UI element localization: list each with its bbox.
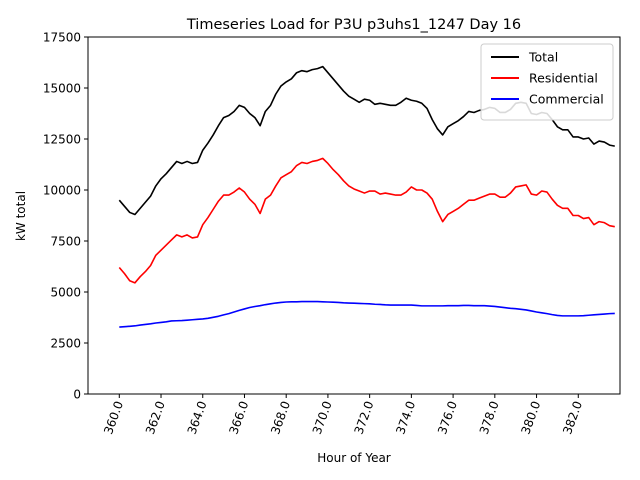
series-line-residential <box>118 157 615 284</box>
y-tick-label: 0 <box>73 388 81 402</box>
y-tick-label: 12500 <box>43 133 81 147</box>
chart-title: Timeseries Load for P3U p3uhs1_1247 Day … <box>186 17 521 33</box>
y-axis-label: kW total <box>14 191 28 241</box>
legend-label-total: Total <box>528 50 558 65</box>
x-axis-label: Hour of Year <box>317 451 391 465</box>
legend-box <box>480 43 614 121</box>
y-tick-label: 2500 <box>50 337 81 351</box>
plot-frame <box>87 36 621 395</box>
y-tick-label: 17500 <box>43 31 81 45</box>
legend-label-residential: Residential <box>529 71 598 86</box>
legend: Total Residential Commercial <box>480 43 614 121</box>
y-tick-label: 7500 <box>50 235 81 249</box>
y-tick-label: 10000 <box>43 184 81 198</box>
legend-label-commercial: Commercial <box>529 92 604 107</box>
y-tick-label: 15000 <box>43 82 81 96</box>
y-tick-label: 5000 <box>50 286 81 300</box>
series-line-commercial <box>119 300 615 328</box>
